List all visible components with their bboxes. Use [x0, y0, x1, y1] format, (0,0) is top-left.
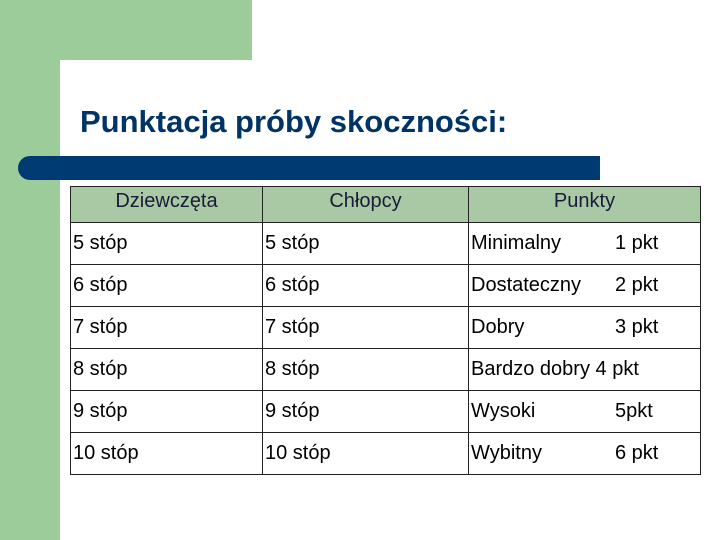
cell-boys: 10 stóp	[262, 432, 469, 475]
table-row: 10 stóp 10 stóp Wybitny 6 pkt	[70, 432, 701, 475]
header-girls: Dziewczęta	[70, 186, 263, 223]
header-boys: Chłopcy	[262, 186, 469, 223]
cell-boys: 7 stóp	[262, 306, 469, 349]
points-value: 6 pkt	[615, 442, 659, 464]
points-value: 2 pkt	[615, 274, 659, 296]
level-label: Bardzo dobry	[471, 358, 590, 380]
cell-girls: 6 stóp	[70, 264, 263, 307]
cell-girls: 10 stóp	[70, 432, 263, 475]
scoring-table: Dziewczęta Chłopcy Punkty 5 stóp 5 stóp …	[70, 186, 701, 475]
green-accent-top	[0, 0, 252, 60]
cell-girls: 5 stóp	[70, 222, 263, 265]
level-label: Minimalny	[471, 232, 562, 254]
cell-girls: 8 stóp	[70, 348, 263, 391]
title-divider-bar	[18, 156, 600, 180]
cell-boys: 8 stóp	[262, 348, 469, 391]
points-value: 1 pkt	[615, 232, 659, 254]
table-row: 9 stóp 9 stóp Wysoki 5pkt	[70, 390, 701, 433]
table-row: 6 stóp 6 stóp Dostateczny 2 pkt	[70, 264, 701, 307]
cell-points: Dobry 3 pkt	[468, 306, 701, 349]
points-value: 4 pkt	[595, 358, 639, 380]
level-label: Wybitny	[471, 442, 542, 464]
cell-points: Dostateczny 2 pkt	[468, 264, 701, 307]
level-label: Dostateczny	[471, 274, 582, 296]
slide-title: Punktacja próby skoczności:	[80, 104, 508, 139]
table-row: 8 stóp 8 stóp Bardzo dobry 4 pkt	[70, 348, 701, 391]
table-row: 7 stóp 7 stóp Dobry 3 pkt	[70, 306, 701, 349]
cell-girls: 9 stóp	[70, 390, 263, 433]
green-accent-left	[0, 60, 60, 540]
cell-boys: 9 stóp	[262, 390, 469, 433]
cell-girls: 7 stóp	[70, 306, 263, 349]
table-row: 5 stóp 5 stóp Minimalny 1 pkt	[70, 222, 701, 265]
header-points: Punkty	[468, 186, 701, 223]
level-label: Dobry	[471, 316, 525, 338]
points-value: 3 pkt	[615, 316, 659, 338]
cell-points: Wybitny 6 pkt	[468, 432, 701, 475]
cell-boys: 5 stóp	[262, 222, 469, 265]
cell-points: Bardzo dobry 4 pkt	[468, 348, 701, 391]
table-header-row: Dziewczęta Chłopcy Punkty	[70, 186, 701, 223]
points-value: 5pkt	[615, 400, 653, 422]
cell-boys: 6 stóp	[262, 264, 469, 307]
level-label: Wysoki	[471, 400, 536, 422]
cell-points: Minimalny 1 pkt	[468, 222, 701, 265]
cell-points: Wysoki 5pkt	[468, 390, 701, 433]
